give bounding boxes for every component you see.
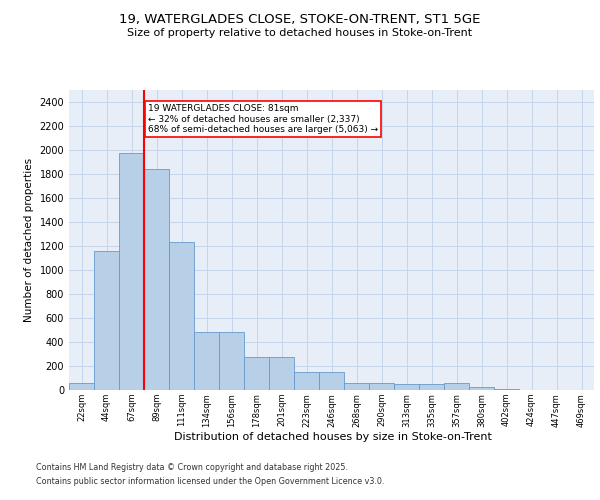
Bar — [244, 357, 269, 390]
Text: 19 WATERGLADES CLOSE: 81sqm
← 32% of detached houses are smaller (2,337)
68% of : 19 WATERGLADES CLOSE: 81sqm ← 32% of det… — [148, 104, 378, 134]
Bar — [119, 153, 144, 390]
Text: Size of property relative to detached houses in Stoke-on-Trent: Size of property relative to detached ho… — [127, 28, 473, 38]
Bar — [94, 251, 119, 390]
Text: Contains public sector information licensed under the Open Government Licence v3: Contains public sector information licen… — [36, 477, 385, 486]
Bar — [294, 372, 319, 390]
Bar — [319, 372, 344, 390]
Bar — [269, 357, 294, 390]
Text: 19, WATERGLADES CLOSE, STOKE-ON-TRENT, ST1 5GE: 19, WATERGLADES CLOSE, STOKE-ON-TRENT, S… — [119, 12, 481, 26]
Text: Distribution of detached houses by size in Stoke-on-Trent: Distribution of detached houses by size … — [174, 432, 492, 442]
Bar — [344, 383, 369, 390]
Bar — [494, 389, 519, 390]
Bar — [169, 242, 194, 390]
Bar — [219, 332, 244, 390]
Text: Contains HM Land Registry data © Crown copyright and database right 2025.: Contains HM Land Registry data © Crown c… — [36, 464, 348, 472]
Bar — [469, 388, 494, 390]
Bar — [419, 384, 444, 390]
Bar — [69, 384, 94, 390]
Bar — [444, 383, 469, 390]
Bar — [144, 169, 169, 390]
Bar — [194, 332, 219, 390]
Bar — [369, 383, 394, 390]
Bar — [394, 384, 419, 390]
Y-axis label: Number of detached properties: Number of detached properties — [24, 158, 34, 322]
